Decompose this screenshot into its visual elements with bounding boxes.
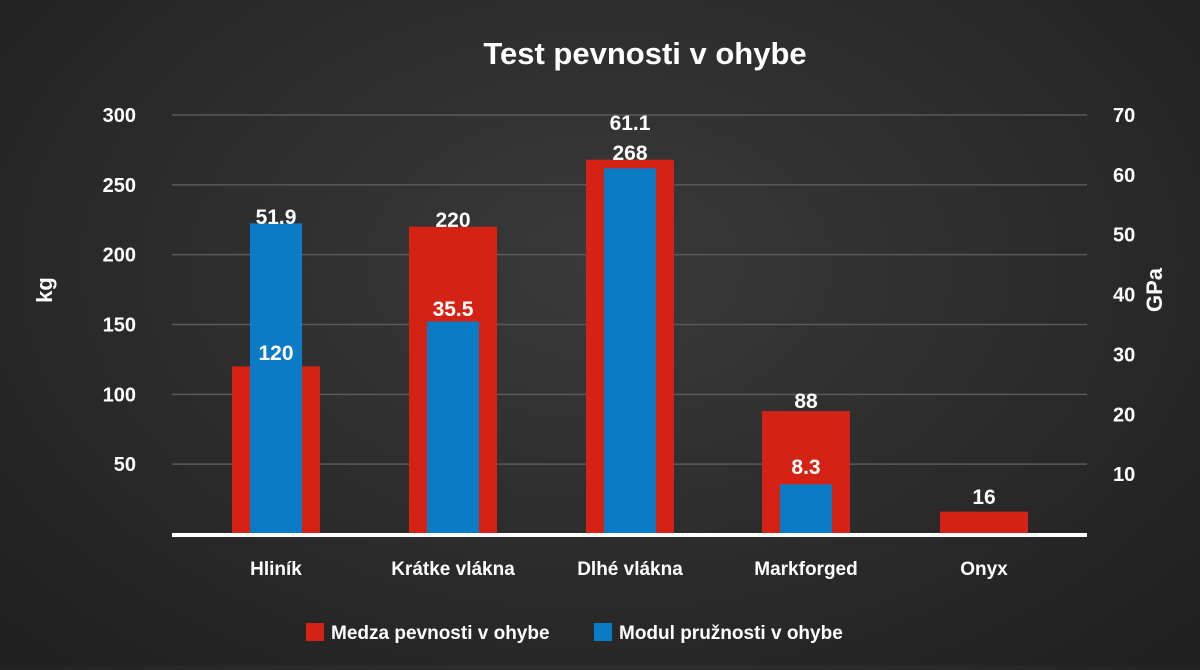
y-right-tick-label: 30: [1113, 344, 1135, 366]
legend-label-medza-pevnosti: Medza pevnosti v ohybe: [331, 623, 550, 644]
legend-swatch-medza-pevnosti: [306, 623, 324, 641]
data-label-modul-pruznosti: 8.3: [791, 456, 820, 479]
axes: 50 100 150 200 250 300 10 20 30 40 50 60 70 Hliník Krá…: [103, 105, 1136, 580]
bar-modul-pruznosti-0: [250, 223, 302, 534]
data-label-medza-pevnosti: 88: [794, 390, 818, 413]
bar-medza-pevnosti-4: [940, 511, 1028, 534]
y-left-tick-label: 300: [103, 105, 136, 127]
y-left-tick-label: 100: [103, 384, 136, 406]
data-label-modul-pruznosti: 51.9: [256, 206, 297, 229]
data-label-medza-pevnosti: 220: [435, 209, 470, 232]
y-right-tick-label: 10: [1113, 464, 1135, 486]
data-label-medza-pevnosti: 16: [972, 486, 995, 509]
data-labels: 120 220 268 88 16 51.9 35.5 61.1 8.3: [256, 112, 996, 509]
y-right-tick-label: 40: [1113, 285, 1135, 307]
y-right-tick-label: 70: [1113, 105, 1135, 127]
bar-modul-pruznosti-1: [427, 321, 479, 534]
y-left-tick-label: 50: [114, 454, 136, 476]
x-category-label: Hliník: [250, 559, 302, 580]
x-category-label: Dlhé vlákna: [577, 559, 683, 580]
x-category-label: Onyx: [960, 559, 1008, 580]
y-left-tick-label: 150: [103, 315, 136, 337]
bar-modul-pruznosti-3: [780, 484, 832, 534]
legend: Medza pevnosti v ohybe Modul pružnosti v …: [306, 623, 843, 644]
y-axis-left-label: kg: [32, 277, 57, 303]
bars: [232, 159, 1028, 534]
legend-swatch-modul-pruznosti: [594, 623, 612, 641]
data-label-medza-pevnosti: 120: [258, 342, 293, 365]
y-right-tick-label: 20: [1113, 404, 1135, 426]
bar-modul-pruznosti-2: [604, 168, 656, 534]
x-category-label: Krátke vlákna: [391, 559, 515, 580]
data-label-modul-pruznosti: 35.5: [433, 298, 474, 321]
legend-label-modul-pruznosti: Modul pružnosti v ohybe: [619, 623, 843, 644]
y-left-tick-label: 200: [103, 245, 136, 267]
data-label-medza-pevnosti: 268: [612, 142, 647, 165]
y-right-tick-label: 50: [1113, 225, 1135, 247]
x-category-label: Markforged: [754, 559, 857, 580]
y-left-tick-label: 250: [103, 175, 136, 197]
data-label-modul-pruznosti: 61.1: [610, 112, 651, 135]
y-axis-right-label: GPa: [1142, 267, 1167, 312]
chart-title: Test pevnosti v ohybe: [483, 36, 806, 71]
y-right-tick-label: 60: [1113, 165, 1135, 187]
